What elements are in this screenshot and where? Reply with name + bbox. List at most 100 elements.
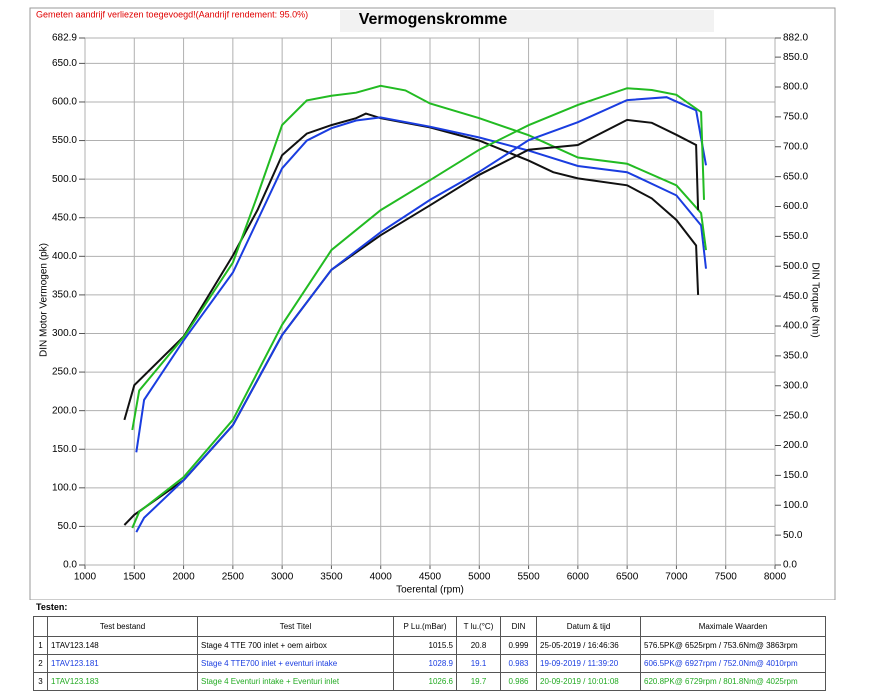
header-cell <box>33 616 48 637</box>
header-cell: DIN <box>500 616 537 637</box>
y2-tick-label: 700.0 <box>783 141 808 152</box>
header-cell: T lu.(°C) <box>456 616 501 637</box>
y2-tick-label: 0.0 <box>783 560 797 571</box>
x-tick-label: 5000 <box>468 572 491 583</box>
table-row: 2 1TAV123.181 Stage 4 TTE700 inlet + event… <box>33 654 826 673</box>
x-tick-label: 3000 <box>271 572 294 583</box>
y2-tick-label: 500.0 <box>783 261 808 272</box>
x-tick-label: 4000 <box>370 572 393 583</box>
table-cell: Stage 4 TTE 700 inlet + oem airbox <box>197 636 394 655</box>
header-row: Test bestand Test Titel P Lu.(mBar) T lu.(°… <box>33 616 826 637</box>
y-tick-label: 550.0 <box>52 135 77 146</box>
table-cell: 576.5PK@ 6525rpm / 753.6Nm@ 3863rpm <box>640 636 826 655</box>
y2-tick-label: 300.0 <box>783 380 808 391</box>
y2-tick-label: 800.0 <box>783 82 808 93</box>
table-row: 3 1TAV123.183 Stage 4 Eventuri intake + Ev… <box>33 672 826 691</box>
y-tick-label: 250.0 <box>52 367 77 378</box>
y-tick-label: 682.9 <box>52 33 77 44</box>
chart-frame <box>29 7 836 600</box>
chart-title: Vermogenskromme <box>359 11 508 28</box>
y-tick-label: 400.0 <box>52 251 77 262</box>
y-tick-label: 50.0 <box>58 521 78 532</box>
table-cell: 1TAV123.148 <box>47 636 198 655</box>
data-line <box>131 84 707 431</box>
y2-tick-label: 750.0 <box>783 112 808 123</box>
x-tick-label: 1500 <box>123 572 146 583</box>
table-cell: Stage 4 Eventuri intake + Eventuri inlet <box>197 672 394 691</box>
table-cell: 0.983 <box>500 654 537 673</box>
x-tick-label: 1000 <box>74 572 97 583</box>
table-cell: 20-09-2019 / 10:01:08 <box>536 672 641 691</box>
table-cell: 1028.9 <box>393 654 457 673</box>
tests-table: Test bestand Test Titel P Lu.(mBar) T lu.(°… <box>33 616 826 691</box>
table-cell: Stage 4 TTE700 inlet + eventuri intake <box>197 654 394 673</box>
x-tick-label: 7000 <box>665 572 688 583</box>
tests-label: Testen: <box>36 602 68 612</box>
y2-tick-label: 400.0 <box>783 321 808 332</box>
chart: Gemeten aandrijf verliezen toegevoegd!(A… <box>29 7 836 600</box>
x-tick-label: 8000 <box>764 572 787 583</box>
y2-tick-label: 600.0 <box>783 201 808 212</box>
x-tick-label: 7500 <box>715 572 738 583</box>
x-tick-label: 4500 <box>419 572 442 583</box>
y-tick-label: 450.0 <box>52 212 77 223</box>
x-tick-label: 5500 <box>517 572 540 583</box>
table-cell: 1026.6 <box>393 672 457 691</box>
y2-tick-label: 50.0 <box>783 530 803 541</box>
y-tick-label: 650.0 <box>52 58 77 69</box>
y-tick-label: 300.0 <box>52 328 77 339</box>
x-tick-label: 2000 <box>172 572 195 583</box>
data-line <box>131 87 705 529</box>
x-tick-label: 3500 <box>320 572 343 583</box>
x-tick-label: 6500 <box>616 572 639 583</box>
table-cell: 19.7 <box>456 672 501 691</box>
y2-axis-label: DIN Torque (Nm) <box>809 262 820 337</box>
y2-tick-label: 100.0 <box>783 500 808 511</box>
header-cell: Test bestand <box>47 616 198 637</box>
y-tick-label: 0.0 <box>63 560 77 571</box>
y2-tick-label: 550.0 <box>783 231 808 242</box>
y-tick-label: 350.0 <box>52 290 77 301</box>
y-tick-label: 600.0 <box>52 97 77 108</box>
table-cell: 3 <box>33 672 48 691</box>
x-tick-label: 2500 <box>222 572 245 583</box>
x-axis-label: Toerental (rpm) <box>396 585 464 596</box>
y-axis-label: DIN Motor Vermogen (pk) <box>39 243 50 357</box>
y2-tick-label: 450.0 <box>783 291 808 302</box>
y2-tick-label: 200.0 <box>783 440 808 451</box>
table-cell: 1TAV123.183 <box>47 672 198 691</box>
y-tick-label: 500.0 <box>52 174 77 185</box>
table-cell: 606.5PK@ 6927rpm / 752.0Nm@ 4010rpm <box>640 654 826 673</box>
table-cell: 19.1 <box>456 654 501 673</box>
header-cell: Maximale Waarden <box>640 616 826 637</box>
table-cell: 0.986 <box>500 672 537 691</box>
header-cell: Test Titel <box>197 616 394 637</box>
y2-tick-label: 882.0 <box>783 33 808 44</box>
y2-tick-label: 650.0 <box>783 171 808 182</box>
y2-tick-label: 150.0 <box>783 470 808 481</box>
data-line <box>135 116 707 453</box>
y2-tick-label: 350.0 <box>783 351 808 362</box>
x-tick-label: 6000 <box>567 572 590 583</box>
table-cell: 20.8 <box>456 636 501 655</box>
table-cell: 1 <box>33 636 48 655</box>
table-cell: 2 <box>33 654 48 673</box>
table-cell: 620.8PK@ 6729rpm / 801.8Nm@ 4025rpm <box>640 672 826 691</box>
y2-tick-label: 250.0 <box>783 410 808 421</box>
y-tick-label: 150.0 <box>52 444 77 455</box>
y-tick-label: 100.0 <box>52 482 77 493</box>
y-tick-label: 200.0 <box>52 405 77 416</box>
table-cell: 25-05-2019 / 16:46:36 <box>536 636 641 655</box>
table-row: 1 1TAV123.148 Stage 4 TTE 700 inlet + oem … <box>33 636 826 655</box>
table-cell: 19-09-2019 / 11:39:20 <box>536 654 641 673</box>
title-box <box>340 10 714 32</box>
header-cell: Datum & tijd <box>536 616 641 637</box>
warning: Gemeten aandrijf verliezen toegevoegd!(A… <box>36 9 308 19</box>
table-cell: 0.999 <box>500 636 537 655</box>
header-cell: P Lu.(mBar) <box>393 616 457 637</box>
data-line <box>135 96 707 533</box>
table-cell: 1TAV123.181 <box>47 654 198 673</box>
y2-tick-label: 850.0 <box>783 52 808 63</box>
table-cell: 1015.5 <box>393 636 457 655</box>
